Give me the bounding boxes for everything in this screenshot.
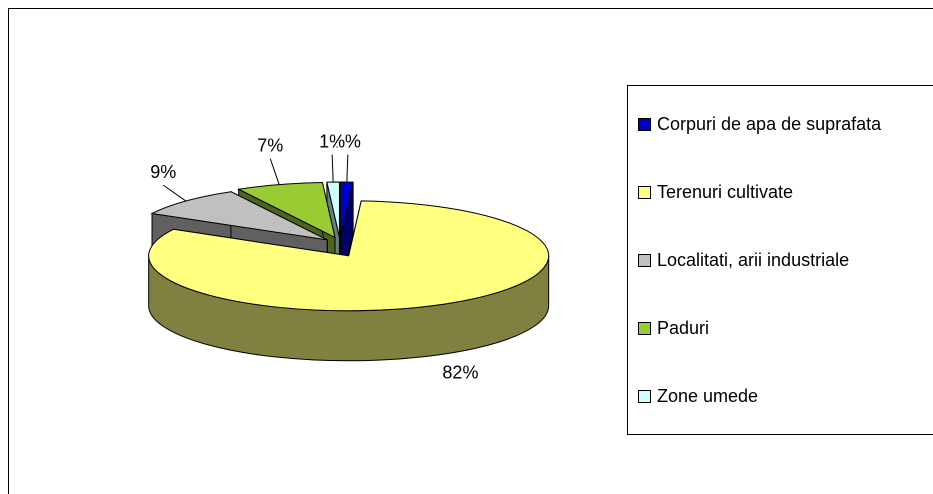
legend-label: Terenuri cultivate [657, 182, 794, 202]
data-label: 9% [150, 162, 176, 182]
legend-item: Zone umede [638, 382, 933, 410]
legend-label: Zone umede [657, 386, 759, 406]
legend-item: Corpuri de apa de suprafata [638, 110, 933, 138]
slice-top [148, 200, 550, 312]
legend: Corpuri de apa de suprafata Terenuri cult… [627, 85, 933, 435]
chart-frame [8, 8, 933, 494]
legend-item: Localitati, arii industriale [638, 246, 933, 274]
legend-label: Paduri [657, 318, 710, 338]
legend-label: Localitati, arii industriale [657, 250, 850, 270]
slice-top [236, 181, 336, 239]
data-label: 82% [442, 362, 478, 382]
data-label: 7% [257, 135, 283, 155]
data-label: 1% [319, 131, 345, 151]
leader-line [346, 154, 349, 183]
data-label: 1% [335, 131, 361, 151]
legend-swatch [638, 254, 651, 267]
legend-label: Corpuri de apa de suprafata [657, 114, 882, 134]
leader-line [331, 154, 334, 183]
legend-item: Terenuri cultivate [638, 178, 933, 206]
leader-line [269, 158, 280, 185]
legend-item: Paduri [638, 314, 933, 342]
legend-swatch [638, 390, 651, 403]
legend-swatch [638, 118, 651, 131]
legend-swatch [638, 186, 651, 199]
legend-swatch [638, 322, 651, 335]
leader-line [162, 184, 187, 202]
